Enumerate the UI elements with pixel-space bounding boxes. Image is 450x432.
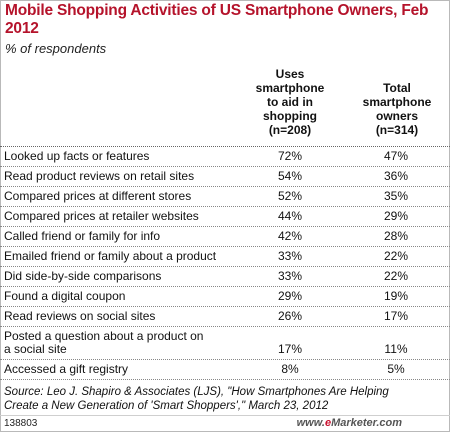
chart-code: 138803 (4, 418, 38, 429)
value-shopping-aid: 29% (277, 289, 303, 303)
row-divider (0, 306, 450, 307)
row-label-line: Read product reviews on retail sites (4, 169, 195, 183)
brand-logo: www.eMarketer.com (297, 417, 402, 429)
value-total-owners: 22% (383, 269, 409, 283)
row-label: Found a digital coupon (4, 290, 244, 303)
value-total-owners: 29% (383, 209, 409, 223)
row-divider (0, 206, 450, 207)
row-label-line: Called friend or family for info (4, 229, 161, 243)
row-label: Called friend or family for info (4, 230, 244, 243)
value-total-owners: 19% (383, 289, 409, 303)
row-divider (0, 226, 450, 227)
row-divider (0, 286, 450, 287)
column-header-line: smartphone (255, 81, 325, 95)
value-total-owners: 36% (383, 169, 409, 183)
row-label: Compared prices at different stores (4, 190, 244, 203)
row-label: Compared prices at retailer websites (4, 210, 244, 223)
row-label-line: Emailed friend or family about a product (4, 249, 217, 263)
brand-prefix: www. (296, 417, 325, 429)
source-line: Source: Leo J. Shapiro & Associates (LJS… (4, 386, 389, 398)
value-shopping-aid: 44% (277, 209, 303, 223)
column-header-line: shopping (263, 109, 317, 123)
value-shopping-aid: 8% (281, 362, 299, 376)
row-label-line: Did side-by-side comparisons (4, 269, 162, 283)
column-header-line: Total (383, 81, 411, 95)
row-label-line: Compared prices at different stores (4, 189, 192, 203)
value-shopping-aid: 54% (277, 169, 303, 183)
row-label-line: Compared prices at retailer websites (4, 209, 199, 223)
chart-title: Mobile Shopping Activities of US Smartph… (5, 2, 429, 37)
row-divider (0, 246, 450, 247)
row-label-line: Found a digital coupon (4, 289, 126, 303)
source-line: Create a New Generation of 'Smart Shoppe… (4, 400, 329, 412)
value-total-owners: 47% (383, 149, 409, 163)
row-label: Accessed a gift registry (4, 363, 244, 376)
row-label: Read product reviews on retail sites (4, 170, 244, 183)
value-total-owners: 22% (383, 249, 409, 263)
chart-subtitle: % of respondents (5, 41, 107, 56)
column-header-line: (n=208) (268, 123, 312, 137)
value-shopping-aid: 72% (277, 149, 303, 163)
row-label-line: Looked up facts or features (4, 149, 150, 163)
column-header-line: owners (375, 109, 418, 123)
brand-rest: Marketer.com (331, 417, 402, 429)
row-divider (0, 266, 450, 267)
column-header-shopping-aid: Uses smartphone to aid in shopping (n=20… (246, 67, 334, 137)
row-divider (0, 379, 450, 380)
value-shopping-aid: 33% (277, 249, 303, 263)
column-header-total-owners: Total smartphone owners (n=314) (350, 81, 444, 137)
row-label: Looked up facts or features (4, 150, 244, 163)
row-label-line: Accessed a gift registry (4, 362, 129, 376)
value-shopping-aid: 52% (277, 189, 303, 203)
row-label: Read reviews on social sites (4, 310, 244, 323)
row-divider (0, 146, 450, 147)
row-label-line: Posted a question about a product on (4, 329, 204, 343)
column-header-line: to aid in (267, 95, 313, 109)
row-label-line: Read reviews on social sites (4, 309, 156, 323)
value-shopping-aid: 33% (277, 269, 303, 283)
value-total-owners: 28% (383, 229, 409, 243)
row-divider (0, 166, 450, 167)
footer-divider (0, 415, 450, 416)
column-header-line: smartphone (362, 95, 432, 109)
row-label-line: a social site (4, 342, 67, 356)
column-header-line: (n=314) (375, 123, 419, 137)
row-divider (0, 186, 450, 187)
value-shopping-aid: 17% (277, 342, 303, 356)
source-note: Source: Leo J. Shapiro & Associates (LJS… (4, 385, 448, 413)
row-label: Emailed friend or family about a product (4, 250, 244, 263)
value-total-owners: 17% (383, 309, 409, 323)
row-label: Posted a question about a product on a so… (4, 330, 244, 356)
value-shopping-aid: 42% (277, 229, 303, 243)
value-total-owners: 35% (383, 189, 409, 203)
row-label: Did side-by-side comparisons (4, 270, 244, 283)
value-shopping-aid: 26% (277, 309, 303, 323)
value-total-owners: 11% (384, 342, 408, 356)
brand-e: e (324, 417, 332, 429)
row-divider (0, 359, 450, 360)
value-total-owners: 5% (387, 362, 405, 376)
column-header-line: Uses (275, 67, 305, 81)
row-divider (0, 326, 450, 327)
